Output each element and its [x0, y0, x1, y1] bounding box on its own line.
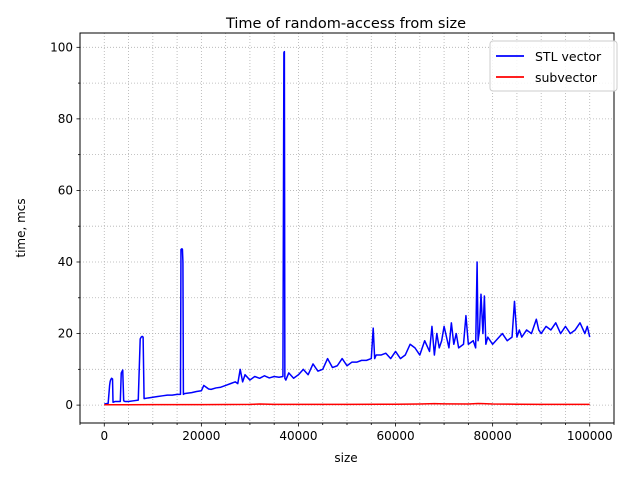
- x-tick-label: 40000: [279, 429, 317, 443]
- y-tick-label: 80: [58, 112, 73, 126]
- y-axis: 0 20 40 60 80 100: [50, 40, 80, 412]
- y-tick-label: 60: [58, 183, 73, 197]
- x-axis: 0 20000 40000 60000 80000 100000: [79, 423, 615, 443]
- legend: STL vector subvector: [489, 40, 618, 92]
- legend-label-subvector: subvector: [535, 70, 598, 85]
- legend-frame: [489, 40, 618, 92]
- series-line-subvector: [104, 402, 590, 406]
- y-tick-label: 0: [65, 398, 73, 412]
- y-tick-label: 100: [50, 40, 73, 54]
- x-tick-label: 60000: [376, 429, 414, 443]
- y-axis-label: time, mcs: [14, 198, 28, 257]
- grid-lines: [79, 33, 615, 423]
- x-tick-label: 100000: [567, 429, 613, 443]
- plot-series: [104, 50, 591, 406]
- x-axis-label: size: [334, 451, 357, 465]
- x-tick-label: 80000: [474, 429, 512, 443]
- y-tick-label: 20: [58, 327, 73, 341]
- x-tick-label: 0: [100, 429, 108, 443]
- legend-label-stl-vector: STL vector: [535, 49, 602, 64]
- x-tick-label: 20000: [182, 429, 220, 443]
- chart-title: Time of random-access from size: [225, 16, 466, 32]
- series-line-stl-vector: [104, 50, 591, 405]
- y-tick-label: 40: [58, 255, 73, 269]
